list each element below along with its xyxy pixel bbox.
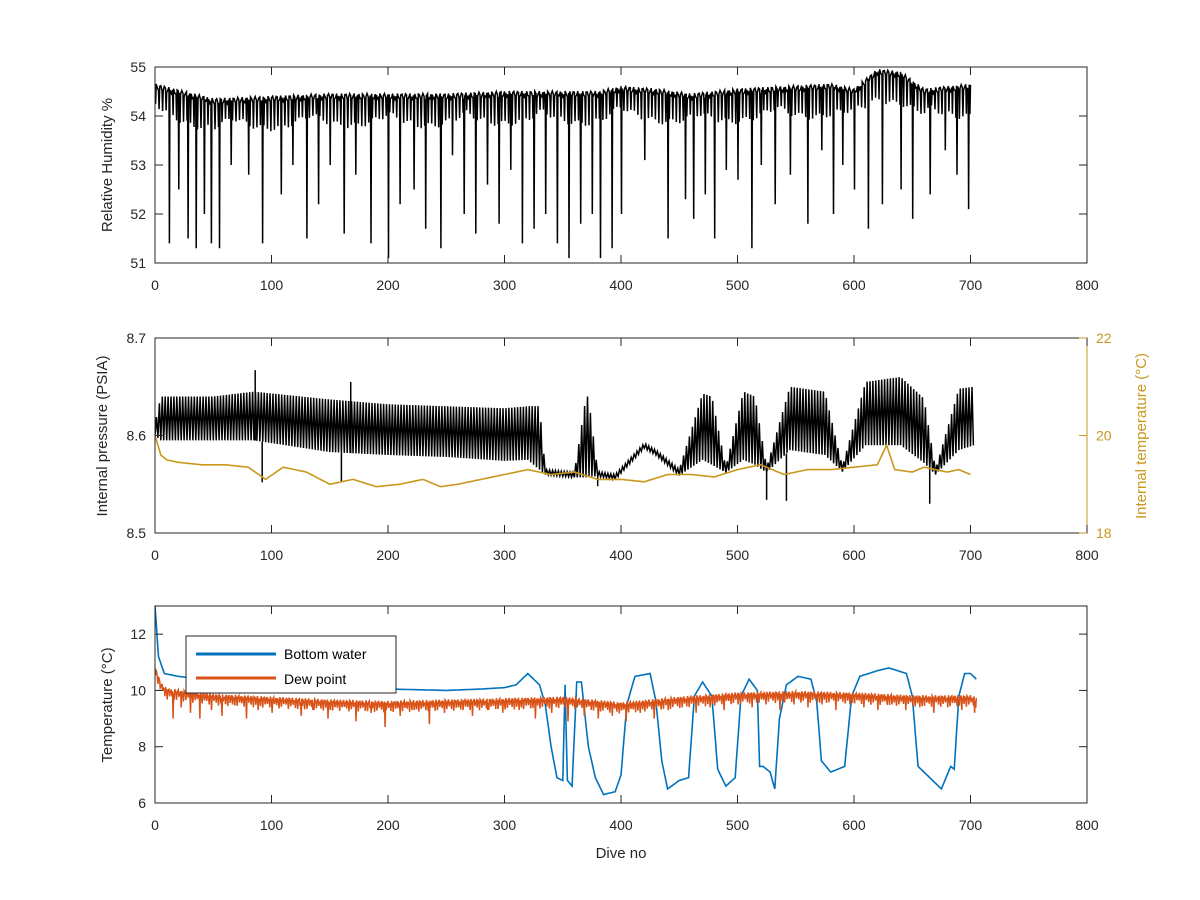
humidity-x-tick-label-200: 200 [376, 277, 400, 293]
temperature-x-tick-label-500: 500 [726, 817, 750, 833]
temperature-y-tick-label-12: 12 [130, 626, 146, 642]
temperature-x-tick-label-600: 600 [842, 817, 866, 833]
pressure-y2-tick-label-22: 22 [1096, 330, 1112, 346]
temperature-x-tick-label-700: 700 [959, 817, 983, 833]
pressure-x-tick-label-600: 600 [842, 547, 866, 563]
temperature-panel: 0 100 200 300 400 500 600 700 800 6 8 10 12 Temperat… [99, 605, 1099, 862]
pressure-x-tick-label-800: 800 [1075, 547, 1099, 563]
pressure-y-tick-label-8.7: 8.7 [127, 330, 147, 346]
humidity-y-tick-label-55: 55 [130, 59, 146, 75]
humidity-y-tick-label-52: 52 [130, 206, 146, 222]
humidity-panel: 0 100 200 300 400 500 600 700 800 51 52 53 54 55 Rela… [99, 59, 1099, 293]
pressure-y2-axis-label: Internal temperature (°C) [1133, 353, 1150, 519]
humidity-y-tick-label-51: 51 [130, 255, 146, 271]
pressure-panel: 0 100 200 300 400 500 600 700 800 8.5 8.6 8.7 18 20 22… [94, 330, 1150, 563]
humidity-x-tick-label-700: 700 [959, 277, 983, 293]
temperature-x-tick-label-0: 0 [151, 817, 159, 833]
humidity-x-tick-label-100: 100 [260, 277, 284, 293]
pressure-y2-tick-label-18: 18 [1096, 525, 1112, 541]
temperature-x-tick-label-100: 100 [260, 817, 284, 833]
pressure-x-tick-label-100: 100 [260, 547, 284, 563]
temperature-x-tick-label-200: 200 [376, 817, 400, 833]
temperature-x-tick-label-400: 400 [609, 817, 633, 833]
pressure-y-axis-label: Internal pressure (PSIA) [94, 356, 111, 517]
pressure-series-1 [155, 435, 971, 488]
temperature-y-tick-label-10: 10 [130, 682, 146, 698]
pressure-x-tick-label-0: 0 [151, 547, 159, 563]
pressure-x-tick-label-200: 200 [376, 547, 400, 563]
pressure-series-0 [155, 377, 975, 482]
humidity-x-tick-label-500: 500 [726, 277, 750, 293]
temperature-x-axis-label: Dive no [596, 845, 647, 862]
legend-entry-dew-point: Dew point [284, 671, 346, 687]
legend: Bottom water Dew point [185, 635, 397, 694]
humidity-y-tick-label-54: 54 [130, 108, 146, 124]
temperature-y-axis-label: Temperature (°C) [99, 647, 116, 762]
humidity-x-tick-label-0: 0 [151, 277, 159, 293]
temperature-y-tick-label-6: 6 [138, 795, 146, 811]
pressure-x-tick-label-500: 500 [726, 547, 750, 563]
legend-entry-bottom-water: Bottom water [284, 646, 367, 662]
humidity-y-tick-label-53: 53 [130, 157, 146, 173]
pressure-x-tick-label-700: 700 [959, 547, 983, 563]
pressure-y-tick-label-8.6: 8.6 [127, 428, 147, 444]
pressure-x-tick-label-300: 300 [493, 547, 517, 563]
humidity-x-tick-label-400: 400 [609, 277, 633, 293]
pressure-y2-tick-label-20: 20 [1096, 428, 1112, 444]
legend-box [185, 635, 397, 694]
humidity-series-0 [155, 68, 972, 259]
temperature-x-tick-label-300: 300 [493, 817, 517, 833]
pressure-y-tick-label-8.5: 8.5 [127, 525, 147, 541]
temperature-x-tick-label-800: 800 [1075, 817, 1099, 833]
humidity-x-tick-label-600: 600 [842, 277, 866, 293]
humidity-x-tick-label-300: 300 [493, 277, 517, 293]
humidity-y-axis-label: Relative Humidity % [99, 98, 116, 232]
temperature-y-tick-label-8: 8 [138, 739, 146, 755]
temperature-series-dew-point [155, 667, 978, 728]
humidity-x-tick-label-800: 800 [1075, 277, 1099, 293]
pressure-x-tick-label-400: 400 [609, 547, 633, 563]
